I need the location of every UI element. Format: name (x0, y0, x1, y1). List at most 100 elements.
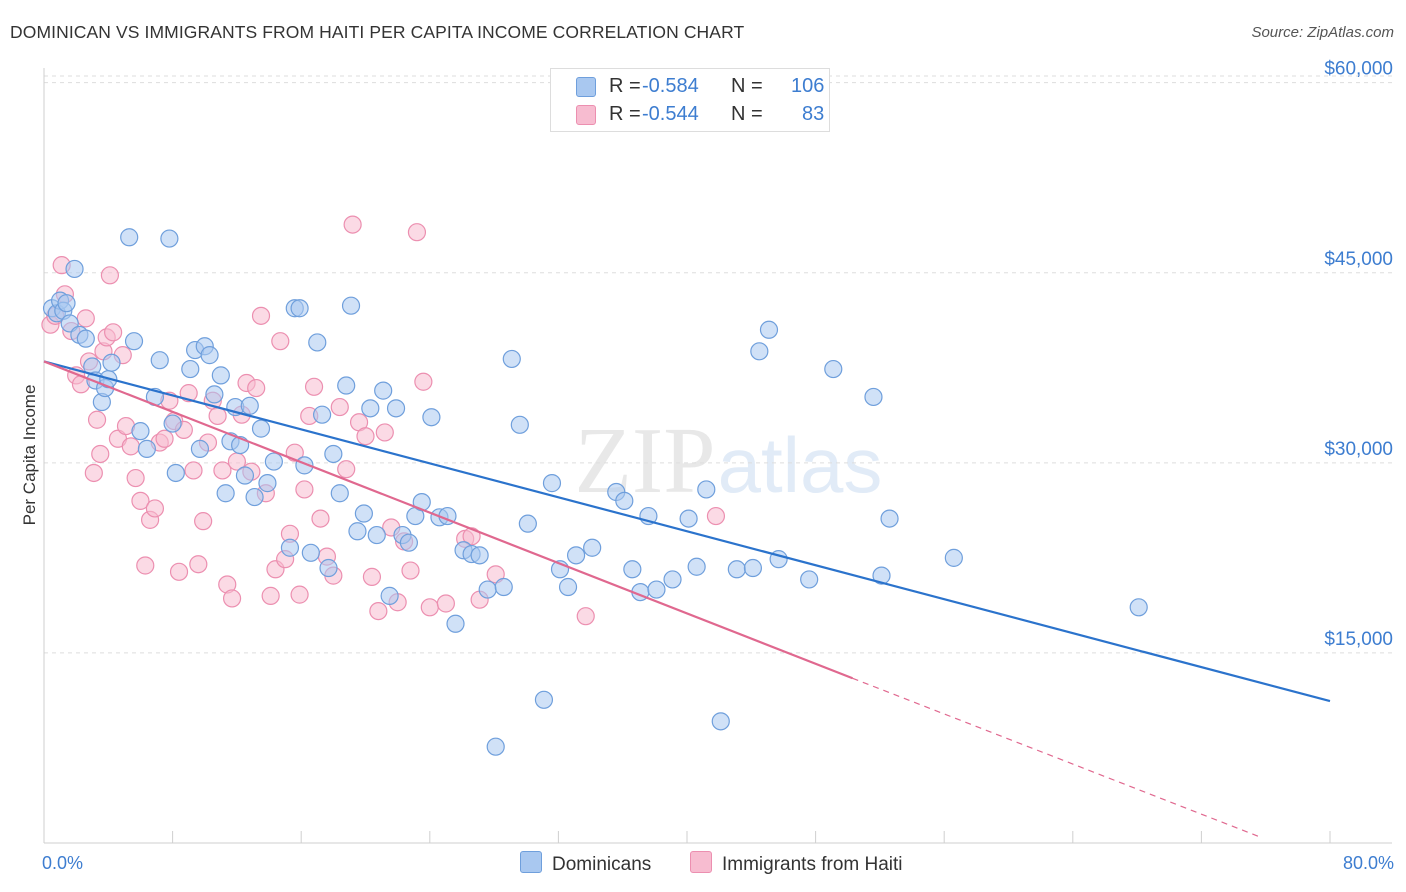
dominican-point (542, 474, 562, 493)
dominican-point (166, 463, 185, 483)
dominican-point (308, 333, 327, 352)
dominican-point (211, 366, 230, 385)
haiti-point (104, 323, 123, 342)
haiti-point (184, 461, 203, 480)
dominican-point (251, 419, 271, 438)
haiti-point (155, 429, 174, 448)
haiti-trend-line (43, 360, 853, 680)
y-tick-label: $45,000 (1324, 249, 1393, 270)
dominican-point (137, 439, 156, 458)
haiti-point (304, 377, 324, 396)
dominican-point (399, 533, 419, 552)
dominican-point (324, 444, 343, 464)
haiti-point (136, 556, 155, 575)
legend-swatch-pink (576, 105, 596, 125)
haiti-point (401, 561, 420, 580)
haiti-point (706, 506, 726, 526)
dominican-point (57, 294, 76, 313)
dominican-point (800, 570, 819, 589)
dominican-point (264, 452, 283, 471)
dominican-point (872, 566, 891, 585)
legend-n-value: 106 (791, 75, 825, 97)
dominican-point (711, 712, 730, 731)
dominican-point (235, 466, 255, 485)
dominican-point (518, 514, 537, 533)
dominican-point (750, 342, 769, 361)
dominican-point (330, 484, 349, 503)
correlation-legend: R = -0.584 N = 106 R = -0.544 N = 83 (550, 68, 830, 132)
legend-r-value: -0.544 (642, 103, 699, 125)
bottom-legend-label-haiti: Immigrants from Haiti (722, 854, 903, 875)
dominican-point (280, 538, 300, 557)
haiti-point (179, 384, 198, 403)
haiti-point (91, 444, 110, 464)
dominican-point (824, 359, 843, 379)
haiti-point (407, 223, 427, 242)
y-tick-label: $30,000 (1324, 439, 1393, 460)
legend-r-label: R = (609, 103, 641, 125)
dominican-point (583, 538, 602, 557)
haiti-point (261, 586, 280, 605)
haiti-points (41, 215, 726, 626)
dominican-point (494, 577, 513, 597)
dominican-point (470, 546, 489, 565)
watermark: ZIP atlas (575, 409, 883, 513)
dominican-point (623, 560, 642, 579)
bottom-legend-swatch-blue (520, 851, 542, 873)
haiti-point (213, 461, 232, 480)
haiti-point (375, 423, 394, 442)
haiti-point (576, 607, 595, 626)
dominican-point (348, 522, 367, 541)
haiti-point (100, 266, 120, 285)
dominican-point (743, 558, 763, 578)
haiti-point (189, 555, 208, 574)
dominican-point (502, 349, 521, 369)
watermark-atlas: atlas (718, 421, 883, 509)
dominican-point (124, 332, 144, 351)
dominican-point (386, 399, 406, 418)
haiti-point (362, 567, 382, 586)
dominican-point (422, 408, 441, 427)
dominican-point (102, 353, 121, 372)
dominican-point (510, 415, 529, 434)
dominican-point (759, 320, 779, 339)
bottom-legend-dominicans: Dominicans (520, 851, 651, 876)
dominican-point (880, 509, 899, 528)
dominican-point (290, 299, 309, 318)
dominican-point (216, 484, 235, 503)
dominican-point (319, 558, 338, 578)
axes (43, 68, 1392, 844)
dominican-point (190, 439, 210, 458)
dominican-point (150, 351, 169, 370)
trend-lines (43, 360, 1331, 839)
haiti-point (87, 410, 107, 429)
dominican-point (301, 543, 320, 562)
haiti-point (356, 427, 375, 446)
dominican-point (337, 376, 356, 395)
dominican-point (566, 546, 586, 565)
dominican-point (65, 259, 84, 279)
haiti-point (311, 509, 330, 528)
legend-n-label: N = (731, 75, 763, 97)
dominican-point (615, 491, 634, 510)
dominican-point (679, 509, 698, 528)
haiti-point (251, 306, 271, 325)
source-label: Source: ZipAtlas.com (1251, 24, 1394, 41)
dominican-point (478, 580, 497, 599)
dominican-point (76, 329, 95, 348)
haiti-point (121, 437, 140, 456)
x-tick-label-max: 80.0% (1343, 853, 1394, 873)
dominican-point (367, 525, 386, 545)
dominican-point (944, 548, 963, 567)
dominican-point (1129, 598, 1148, 617)
bottom-legend-haiti: Immigrants from Haiti (690, 851, 903, 876)
bottom-legend-swatch-pink (690, 851, 712, 873)
dominican-point (181, 359, 200, 379)
dominican-point (374, 381, 393, 400)
legend-r-label: R = (609, 75, 641, 97)
haiti-point (222, 589, 242, 608)
watermark-zip: ZIP (575, 409, 716, 513)
dominican-point (380, 586, 399, 605)
legend-swatch-blue (576, 77, 596, 97)
